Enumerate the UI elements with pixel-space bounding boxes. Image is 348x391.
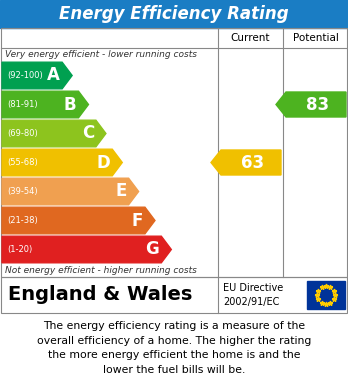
- Text: A: A: [47, 66, 60, 84]
- Polygon shape: [2, 178, 139, 205]
- Text: G: G: [145, 240, 159, 258]
- Text: (21-38): (21-38): [7, 216, 38, 225]
- Polygon shape: [2, 62, 72, 89]
- Polygon shape: [276, 92, 346, 117]
- Bar: [1, 28, 347, 277]
- Text: B: B: [64, 95, 77, 113]
- Text: E: E: [115, 183, 127, 201]
- Polygon shape: [2, 91, 88, 118]
- Text: (1-20): (1-20): [7, 245, 32, 254]
- Text: 63: 63: [241, 154, 264, 172]
- Polygon shape: [2, 207, 155, 234]
- Text: (92-100): (92-100): [7, 71, 43, 80]
- Text: Not energy efficient - higher running costs: Not energy efficient - higher running co…: [5, 266, 197, 275]
- Text: Potential: Potential: [293, 33, 339, 43]
- Bar: [0, 0, 348, 28]
- Text: (55-68): (55-68): [7, 158, 38, 167]
- Text: 83: 83: [306, 95, 329, 113]
- Bar: [307, 281, 345, 309]
- Text: D: D: [96, 154, 110, 172]
- Text: Very energy efficient - lower running costs: Very energy efficient - lower running co…: [5, 50, 197, 59]
- Text: England & Wales: England & Wales: [8, 285, 192, 305]
- Text: C: C: [82, 124, 94, 142]
- Bar: [1, 277, 347, 313]
- Polygon shape: [2, 236, 171, 263]
- Polygon shape: [211, 150, 281, 175]
- Text: F: F: [132, 212, 143, 230]
- Text: Current: Current: [231, 33, 270, 43]
- Text: (81-91): (81-91): [7, 100, 38, 109]
- Text: EU Directive
2002/91/EC: EU Directive 2002/91/EC: [223, 283, 283, 307]
- Text: (69-80): (69-80): [7, 129, 38, 138]
- Text: The energy efficiency rating is a measure of the
overall efficiency of a home. T: The energy efficiency rating is a measur…: [37, 321, 311, 375]
- Text: (39-54): (39-54): [7, 187, 38, 196]
- Polygon shape: [2, 149, 122, 176]
- Text: Energy Efficiency Rating: Energy Efficiency Rating: [59, 5, 289, 23]
- Polygon shape: [2, 120, 106, 147]
